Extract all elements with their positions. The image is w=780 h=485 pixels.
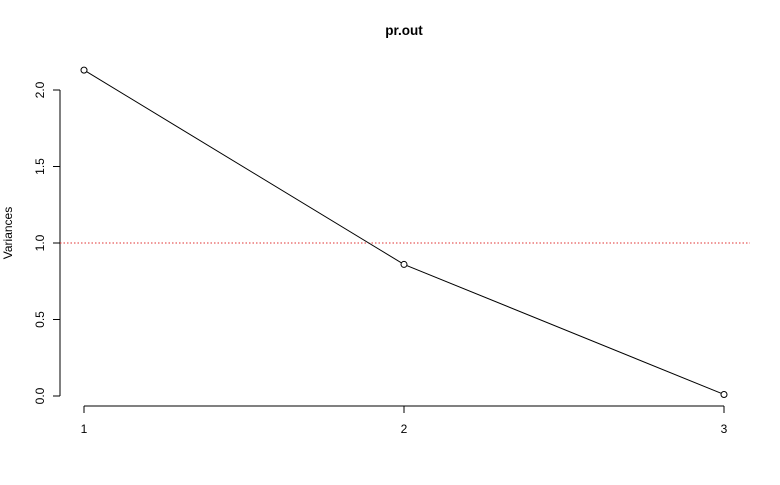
x-tick-label: 2 <box>401 422 408 436</box>
y-tick-label: 0.5 <box>33 311 47 328</box>
data-point <box>400 260 408 268</box>
y-tick-label: 0.0 <box>33 387 47 404</box>
y-tick-label: 1.0 <box>33 234 47 251</box>
y-tick-label: 1.5 <box>33 158 47 175</box>
x-tick-label: 3 <box>721 422 728 436</box>
plot-layer: 0.0 0.5 1.0 1.5 2.0 1 2 3 <box>33 66 750 436</box>
y-axis-label: Variances <box>1 207 15 259</box>
y-tick-label: 2.0 <box>33 81 47 98</box>
data-point <box>720 390 728 398</box>
series-line <box>83 69 725 395</box>
data-point <box>80 66 88 74</box>
x-tick-label: 1 <box>81 422 88 436</box>
chart-title: pr.out <box>385 23 423 38</box>
